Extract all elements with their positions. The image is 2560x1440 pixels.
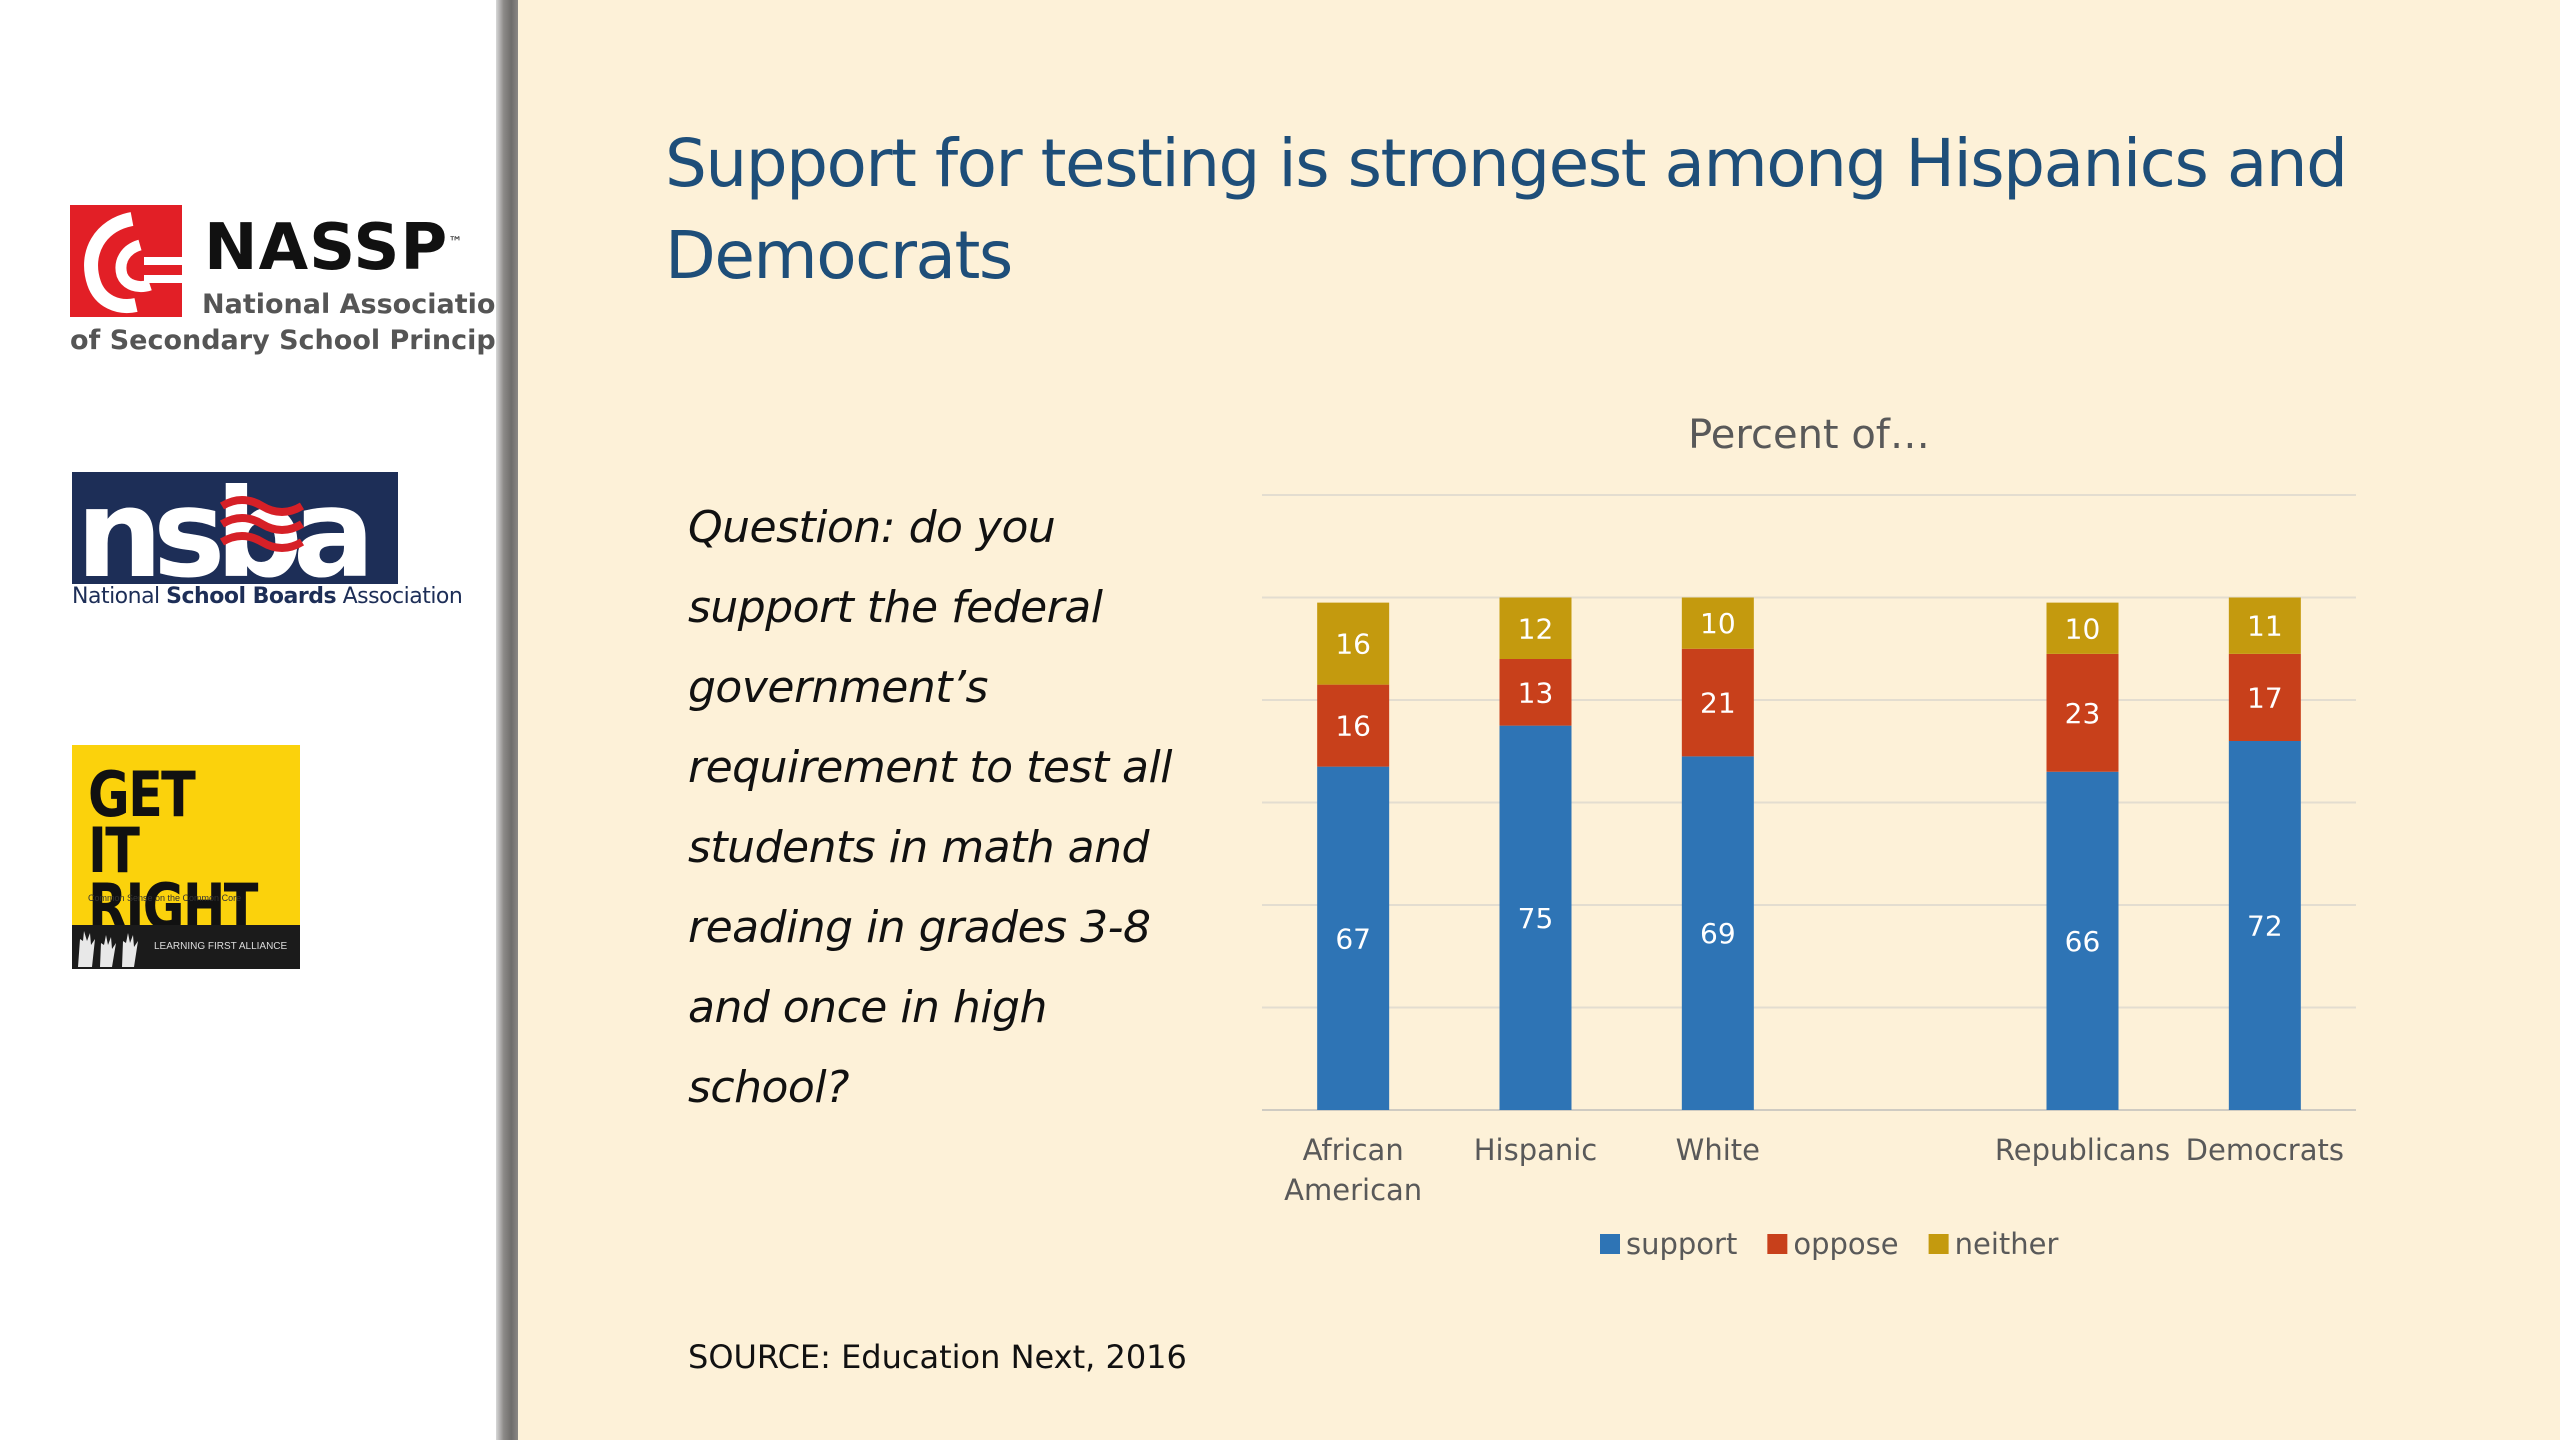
nsba-wordmark-icon: nsba [72, 472, 398, 584]
data-label-oppose: 16 [1335, 710, 1371, 743]
data-label-neither: 11 [2247, 610, 2283, 643]
category-label: Hispanic [1474, 1133, 1598, 1167]
data-label-support: 67 [1335, 922, 1371, 955]
get-it-right-logo: GET IT RIGHT Common Sense on the Common … [72, 745, 300, 969]
source-note: SOURCE: Education Next, 2016 [688, 1338, 1187, 1376]
data-label-oppose: 13 [1518, 676, 1554, 709]
legend-label-neither: neither [1955, 1227, 2059, 1261]
category-label: White [1676, 1133, 1760, 1167]
data-label-neither: 16 [1335, 628, 1371, 661]
bar-support [1317, 766, 1390, 1110]
raised-hands-icon [78, 931, 138, 967]
data-label-support: 66 [2065, 925, 2101, 958]
bar-oppose [1499, 659, 1572, 726]
data-label-support: 72 [2247, 910, 2283, 943]
bar-oppose [2228, 653, 2301, 741]
nassp-logo: NASSP™ National Association of Secondary… [70, 205, 539, 360]
data-label-oppose: 21 [1700, 687, 1736, 720]
chart-title: Percent of… [1688, 412, 1930, 458]
legend-swatch-support [1600, 1234, 1620, 1254]
nsba-caption: National School Boards Association [72, 584, 463, 609]
bar-support [2228, 741, 2301, 1110]
bar-oppose [2046, 653, 2119, 772]
data-label-neither: 12 [1518, 612, 1554, 645]
bar-support [1499, 725, 1572, 1110]
learning-first-band: LEARNING FIRST ALLIANCE [72, 925, 300, 969]
nassp-wordmark: NASSP™ [204, 211, 464, 285]
data-label-support: 75 [1518, 902, 1554, 935]
sidebar: NASSP™ National Association of Secondary… [0, 0, 539, 1440]
bar-support [2046, 771, 2119, 1110]
data-label-oppose: 17 [2247, 681, 2283, 714]
category-label: American [1284, 1173, 1422, 1207]
bar-neither [1499, 597, 1572, 659]
bar-oppose [1681, 648, 1754, 757]
bar-neither [2046, 602, 2119, 654]
bar-support [1681, 756, 1754, 1110]
legend-label-support: support [1626, 1227, 1737, 1261]
svg-text:nsba: nsba [76, 472, 366, 584]
data-label-neither: 10 [2065, 612, 2101, 645]
category-label: African [1303, 1133, 1404, 1167]
legend-swatch-oppose [1767, 1234, 1788, 1254]
data-label-oppose: 23 [2065, 697, 2101, 730]
category-label: Republicans [1995, 1133, 2170, 1167]
slide-title: Support for testing is strongest among H… [665, 125, 2348, 294]
legend-label-oppose: oppose [1793, 1227, 1898, 1261]
bar-neither [1317, 602, 1390, 685]
category-label: Democrats [2186, 1133, 2344, 1167]
bar-neither [2228, 597, 2301, 654]
legend-swatch-neither [1928, 1234, 1949, 1254]
nassp-line2: of Secondary School Principals [70, 325, 540, 356]
data-label-neither: 10 [1700, 607, 1736, 640]
get-it-right-tagline: Common Sense on the Common Core [88, 893, 242, 903]
bar-oppose [1317, 684, 1390, 767]
nassp-emblem-icon [70, 205, 182, 317]
nassp-line1: National Association [202, 289, 515, 320]
sidebar-divider [496, 0, 518, 1440]
learning-first-alliance-text: LEARNING FIRST ALLIANCE [154, 941, 288, 952]
bar-neither [1681, 597, 1754, 649]
nsba-logo: nsba National School Boards Association [72, 472, 463, 622]
data-label-support: 69 [1700, 917, 1736, 950]
survey-question: Question: do you support the federal gov… [688, 502, 1172, 1113]
